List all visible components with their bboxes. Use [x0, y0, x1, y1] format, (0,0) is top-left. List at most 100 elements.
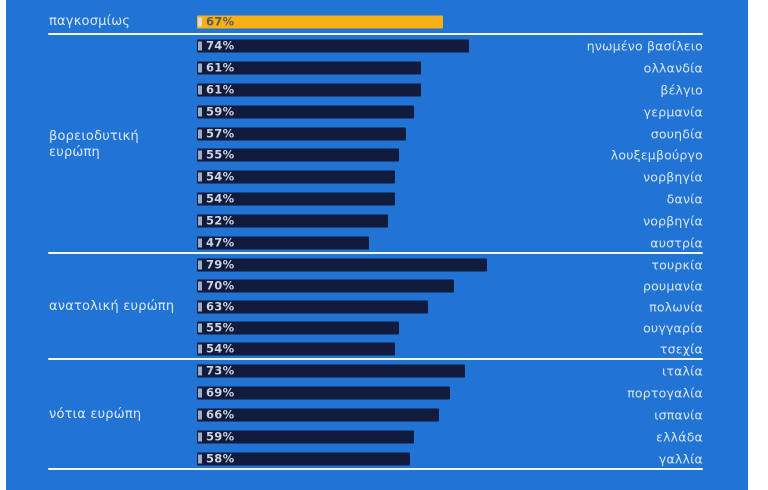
section-northwestern-europe: βορειοδυτική ευρώπη 74% ηνωμένο βασίλειο 61…	[6, 35, 748, 254]
country-bar: 66%	[197, 408, 440, 422]
bar-baseline-tick	[198, 107, 202, 117]
bar-baseline-tick	[198, 302, 202, 312]
bar-row: 58% γαλλία	[6, 448, 748, 470]
country-label: νορβηγία	[643, 169, 703, 185]
country-bar: 69%	[197, 386, 451, 400]
country-bar: 52%	[197, 213, 388, 228]
bar-baseline-tick	[198, 410, 202, 420]
bar-baseline-tick	[198, 150, 202, 160]
bar-row: 61% βέλγιο	[6, 79, 748, 101]
bar-row: 59% ελλάδα	[6, 426, 748, 448]
country-bar: 54%	[197, 191, 396, 206]
group-label-worldwide: παγκοσμίως	[49, 13, 131, 29]
bar-value-label: 55%	[206, 320, 235, 335]
bar-baseline-tick	[198, 17, 202, 27]
bar-baseline-tick	[198, 432, 202, 442]
bar-row: 52% νορβηγία	[6, 210, 748, 232]
bar-row: 67%	[6, 9, 748, 35]
country-bar: 55%	[197, 320, 399, 335]
country-label: ρουμανία	[642, 278, 703, 294]
bar-baseline-tick	[198, 238, 202, 248]
country-bar: 73%	[197, 364, 465, 378]
country-label: ολλανδία	[643, 60, 703, 76]
country-bar: 55%	[197, 147, 399, 162]
bar-value-label: 52%	[206, 213, 235, 228]
country-label: τσεχία	[659, 341, 703, 357]
bar-value-label: 55%	[206, 147, 235, 162]
country-label: δανία	[666, 191, 703, 207]
country-label: ηνωμένο βασίλειο	[586, 38, 703, 54]
country-bar: 47%	[197, 236, 370, 250]
bar-row: 61% ολλανδία	[6, 57, 748, 79]
bar-row: 55% λουξεμβούργο	[6, 144, 748, 166]
bar-baseline-tick	[198, 41, 202, 51]
country-bar: 58%	[197, 451, 410, 466]
section-divider	[48, 252, 703, 254]
bar-value-label: 70%	[206, 278, 235, 293]
bar-row: 54% τσεχία	[6, 339, 748, 360]
bar-baseline-tick	[198, 172, 202, 182]
bar-baseline-tick	[198, 281, 202, 291]
chart-panel: παγκοσμίως 67% βορειοδυτική ευρώπη 74% ηνωμέ…	[6, 0, 748, 490]
country-label: βέλγιο	[660, 82, 703, 98]
bar-row: 73% ιταλία	[6, 360, 748, 382]
group-label-northwestern-europe: βορειοδυτική ευρώπη	[49, 128, 139, 160]
bar-baseline-tick	[198, 344, 202, 354]
section-southern-europe: νότια ευρώπη 73% ιταλία 69% πορτογαλία 66% ισπ…	[6, 360, 748, 470]
country-bar: 57%	[197, 127, 407, 140]
country-bar: 59%	[197, 429, 414, 444]
country-bar: 61%	[197, 83, 421, 97]
bar-baseline-tick	[198, 194, 202, 204]
bar-value-label: 58%	[206, 451, 235, 466]
bar-row: 55% ουγγαρία	[6, 318, 748, 339]
country-bar: 54%	[197, 169, 396, 184]
section-divider	[48, 468, 703, 470]
bar-baseline-tick	[198, 388, 202, 398]
country-bar: 79%	[197, 258, 487, 272]
bar-row: 54% νορβηγία	[6, 166, 748, 188]
section-divider	[48, 358, 703, 360]
bar-row: 79% τουρκία	[6, 254, 748, 275]
bar-baseline-tick	[198, 63, 202, 73]
bar-row: 70% ρουμανία	[6, 275, 748, 296]
country-bar: 74%	[197, 39, 469, 53]
bar-baseline-tick	[198, 260, 202, 270]
country-bar: 54%	[197, 341, 396, 356]
bar-row: 57% σουηδία	[6, 123, 748, 145]
bar-baseline-tick	[198, 366, 202, 376]
country-label: γερμανία	[643, 104, 703, 120]
bar-baseline-tick	[198, 323, 202, 333]
bar-value-label: 61%	[206, 60, 235, 75]
bar-value-label: 54%	[206, 191, 235, 206]
bar-row: 47% αυστρία	[6, 232, 748, 254]
bar-value-label: 59%	[206, 429, 235, 444]
country-label: σουηδία	[650, 126, 703, 141]
country-label: ισπανία	[654, 407, 703, 423]
bar-row: 66% ισπανία	[6, 404, 748, 426]
country-label: αυστρία	[650, 235, 703, 251]
bar-row: 69% πορτογαλία	[6, 382, 748, 404]
bar-baseline-tick	[198, 454, 202, 464]
worldwide-bar: 67%	[197, 14, 443, 29]
country-label: ελλάδα	[656, 429, 703, 445]
bar-row: 54% δανία	[6, 188, 748, 210]
country-label: γαλλία	[658, 451, 703, 467]
bar-baseline-tick	[198, 129, 202, 138]
group-label-southern-europe: νότια ευρώπη	[49, 406, 142, 422]
bar-value-label: 67%	[206, 14, 235, 29]
bar-value-label: 63%	[206, 299, 235, 314]
section-eastern-europe: ανατολική ευρώπη 79% τουρκία 70% ρουμανία 63%…	[6, 254, 748, 360]
country-bar: 59%	[197, 105, 414, 119]
bottom-spacer	[6, 470, 748, 490]
bar-baseline-tick	[198, 216, 202, 226]
section-divider	[48, 33, 703, 35]
country-bar: 63%	[197, 299, 429, 314]
bar-row: 59% γερμανία	[6, 101, 748, 123]
bar-baseline-tick	[198, 85, 202, 95]
bar-row: 74% ηνωμένο βασίλειο	[6, 35, 748, 57]
country-label: πορτογαλία	[627, 385, 703, 401]
bar-value-label: 54%	[206, 169, 235, 184]
bar-value-label: 54%	[206, 341, 235, 356]
country-label: ιταλία	[661, 363, 703, 379]
bar-row: 63% πολωνία	[6, 296, 748, 317]
